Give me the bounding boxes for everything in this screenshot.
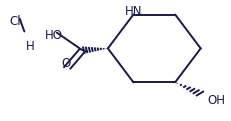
Text: HN: HN <box>124 5 142 18</box>
Text: O: O <box>61 57 70 70</box>
Text: Cl: Cl <box>9 15 21 27</box>
Text: OH: OH <box>207 94 225 107</box>
Text: HO: HO <box>45 29 63 42</box>
Text: H: H <box>25 40 34 53</box>
